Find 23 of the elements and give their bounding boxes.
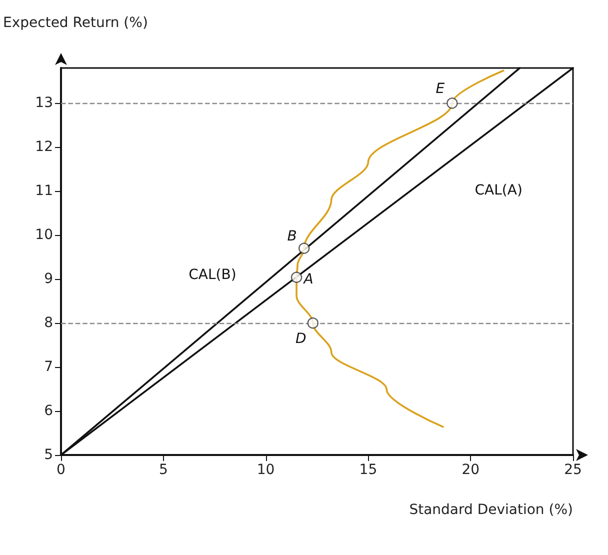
y-tick-label: 5 <box>44 447 53 463</box>
y-tick-label: 8 <box>44 315 53 332</box>
annotation: E <box>436 81 445 98</box>
x-tick-label: 0 <box>56 462 66 478</box>
x-tick-label: 10 <box>256 462 275 478</box>
y-tick-label: 12 <box>35 139 53 156</box>
annotation: B <box>287 228 297 244</box>
text: CAL(A) <box>474 182 522 198</box>
annotation: D <box>296 331 307 348</box>
y-axis-title: Expected Return (%) <box>3 15 148 31</box>
y-tick-label: 6 <box>44 403 54 420</box>
x-tick-label: 20 <box>462 462 480 478</box>
series-label: CAL(B) <box>188 266 236 283</box>
y-tick-label: 11 <box>35 183 53 200</box>
annotation: A <box>302 271 314 288</box>
y-tick-label: 9 <box>44 271 53 288</box>
y-tick-label: 13 <box>35 95 53 112</box>
x-tick-label: 25 <box>564 462 582 478</box>
x-tick-label: 5 <box>158 462 168 478</box>
x-tick-label: 15 <box>359 462 378 478</box>
x-axis-title: Standard Deviation (%) <box>409 502 573 518</box>
y-tick-label: 7 <box>44 359 53 376</box>
y-tick-label: 10 <box>35 227 53 244</box>
